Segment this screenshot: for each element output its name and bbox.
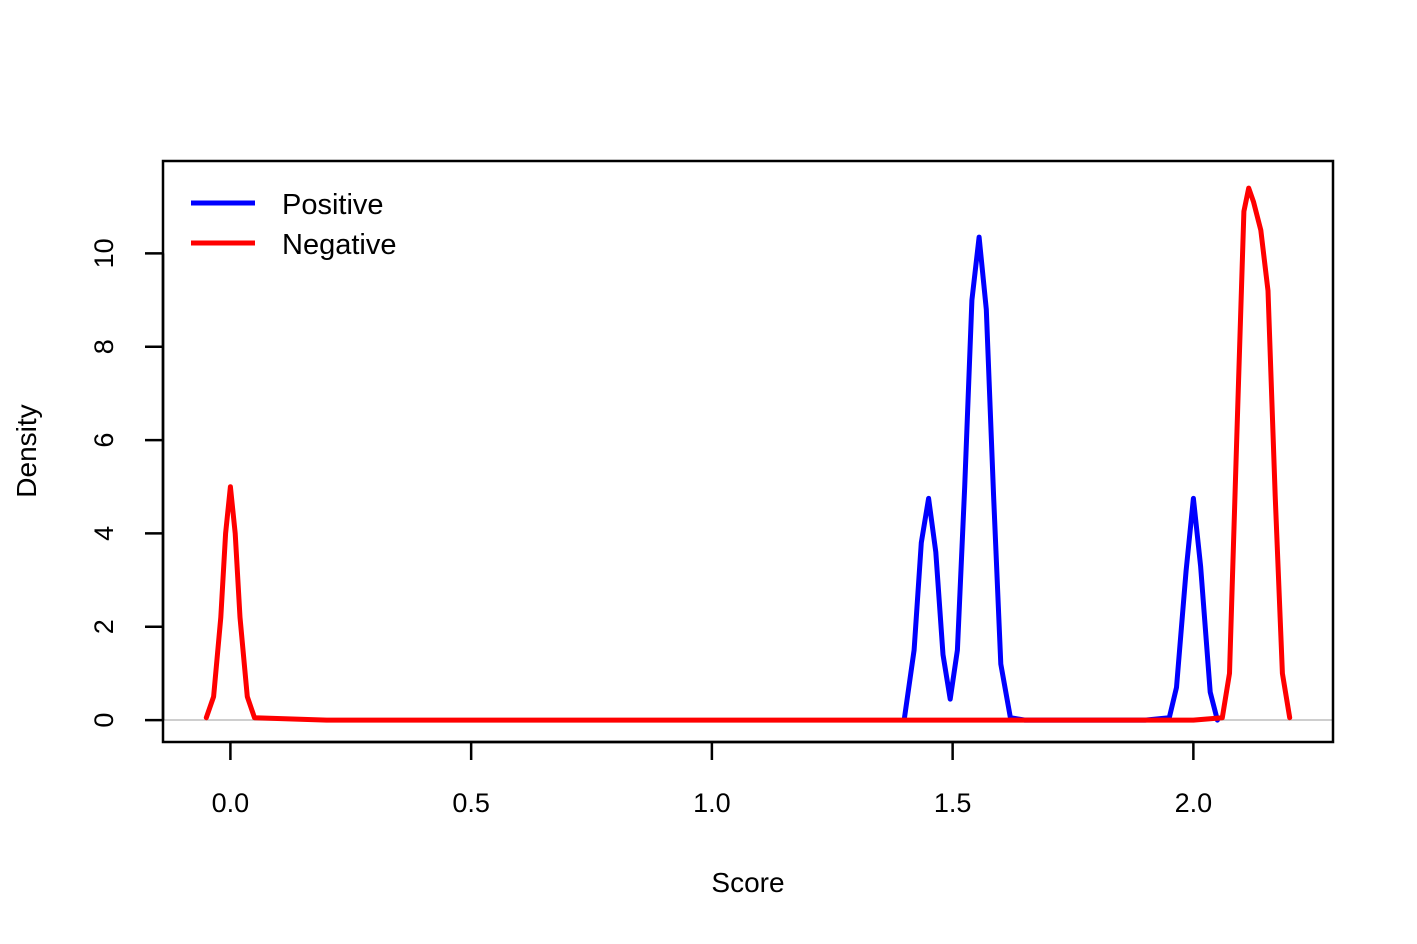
legend: Positive Negative bbox=[191, 189, 396, 261]
legend-label-negative: Negative bbox=[282, 229, 396, 261]
series-layer bbox=[203, 185, 1293, 723]
x-tick-label: 2.0 bbox=[1175, 788, 1213, 818]
legend-label-positive: Positive bbox=[282, 189, 384, 221]
y-tick-label: 8 bbox=[89, 339, 119, 354]
series-line-positive bbox=[902, 234, 1220, 723]
y-tick-label: 10 bbox=[89, 238, 119, 268]
y-tick-label: 4 bbox=[89, 526, 119, 541]
y-tick-label: 0 bbox=[89, 713, 119, 728]
y-tick-label: 6 bbox=[89, 433, 119, 448]
y-axis-label: Density bbox=[11, 404, 42, 497]
x-axis: 0.0 0.5 1.0 1.5 2.0 bbox=[212, 740, 1213, 818]
x-axis-label: Score bbox=[711, 867, 784, 898]
x-tick-label: 0.0 bbox=[212, 788, 250, 818]
y-tick-label: 2 bbox=[89, 619, 119, 634]
x-tick-label: 0.5 bbox=[452, 788, 490, 818]
series-line-negative bbox=[203, 185, 1293, 723]
x-tick-label: 1.5 bbox=[934, 788, 972, 818]
y-axis: 0 2 4 6 8 10 bbox=[89, 238, 165, 728]
x-tick-label: 1.0 bbox=[693, 788, 731, 818]
